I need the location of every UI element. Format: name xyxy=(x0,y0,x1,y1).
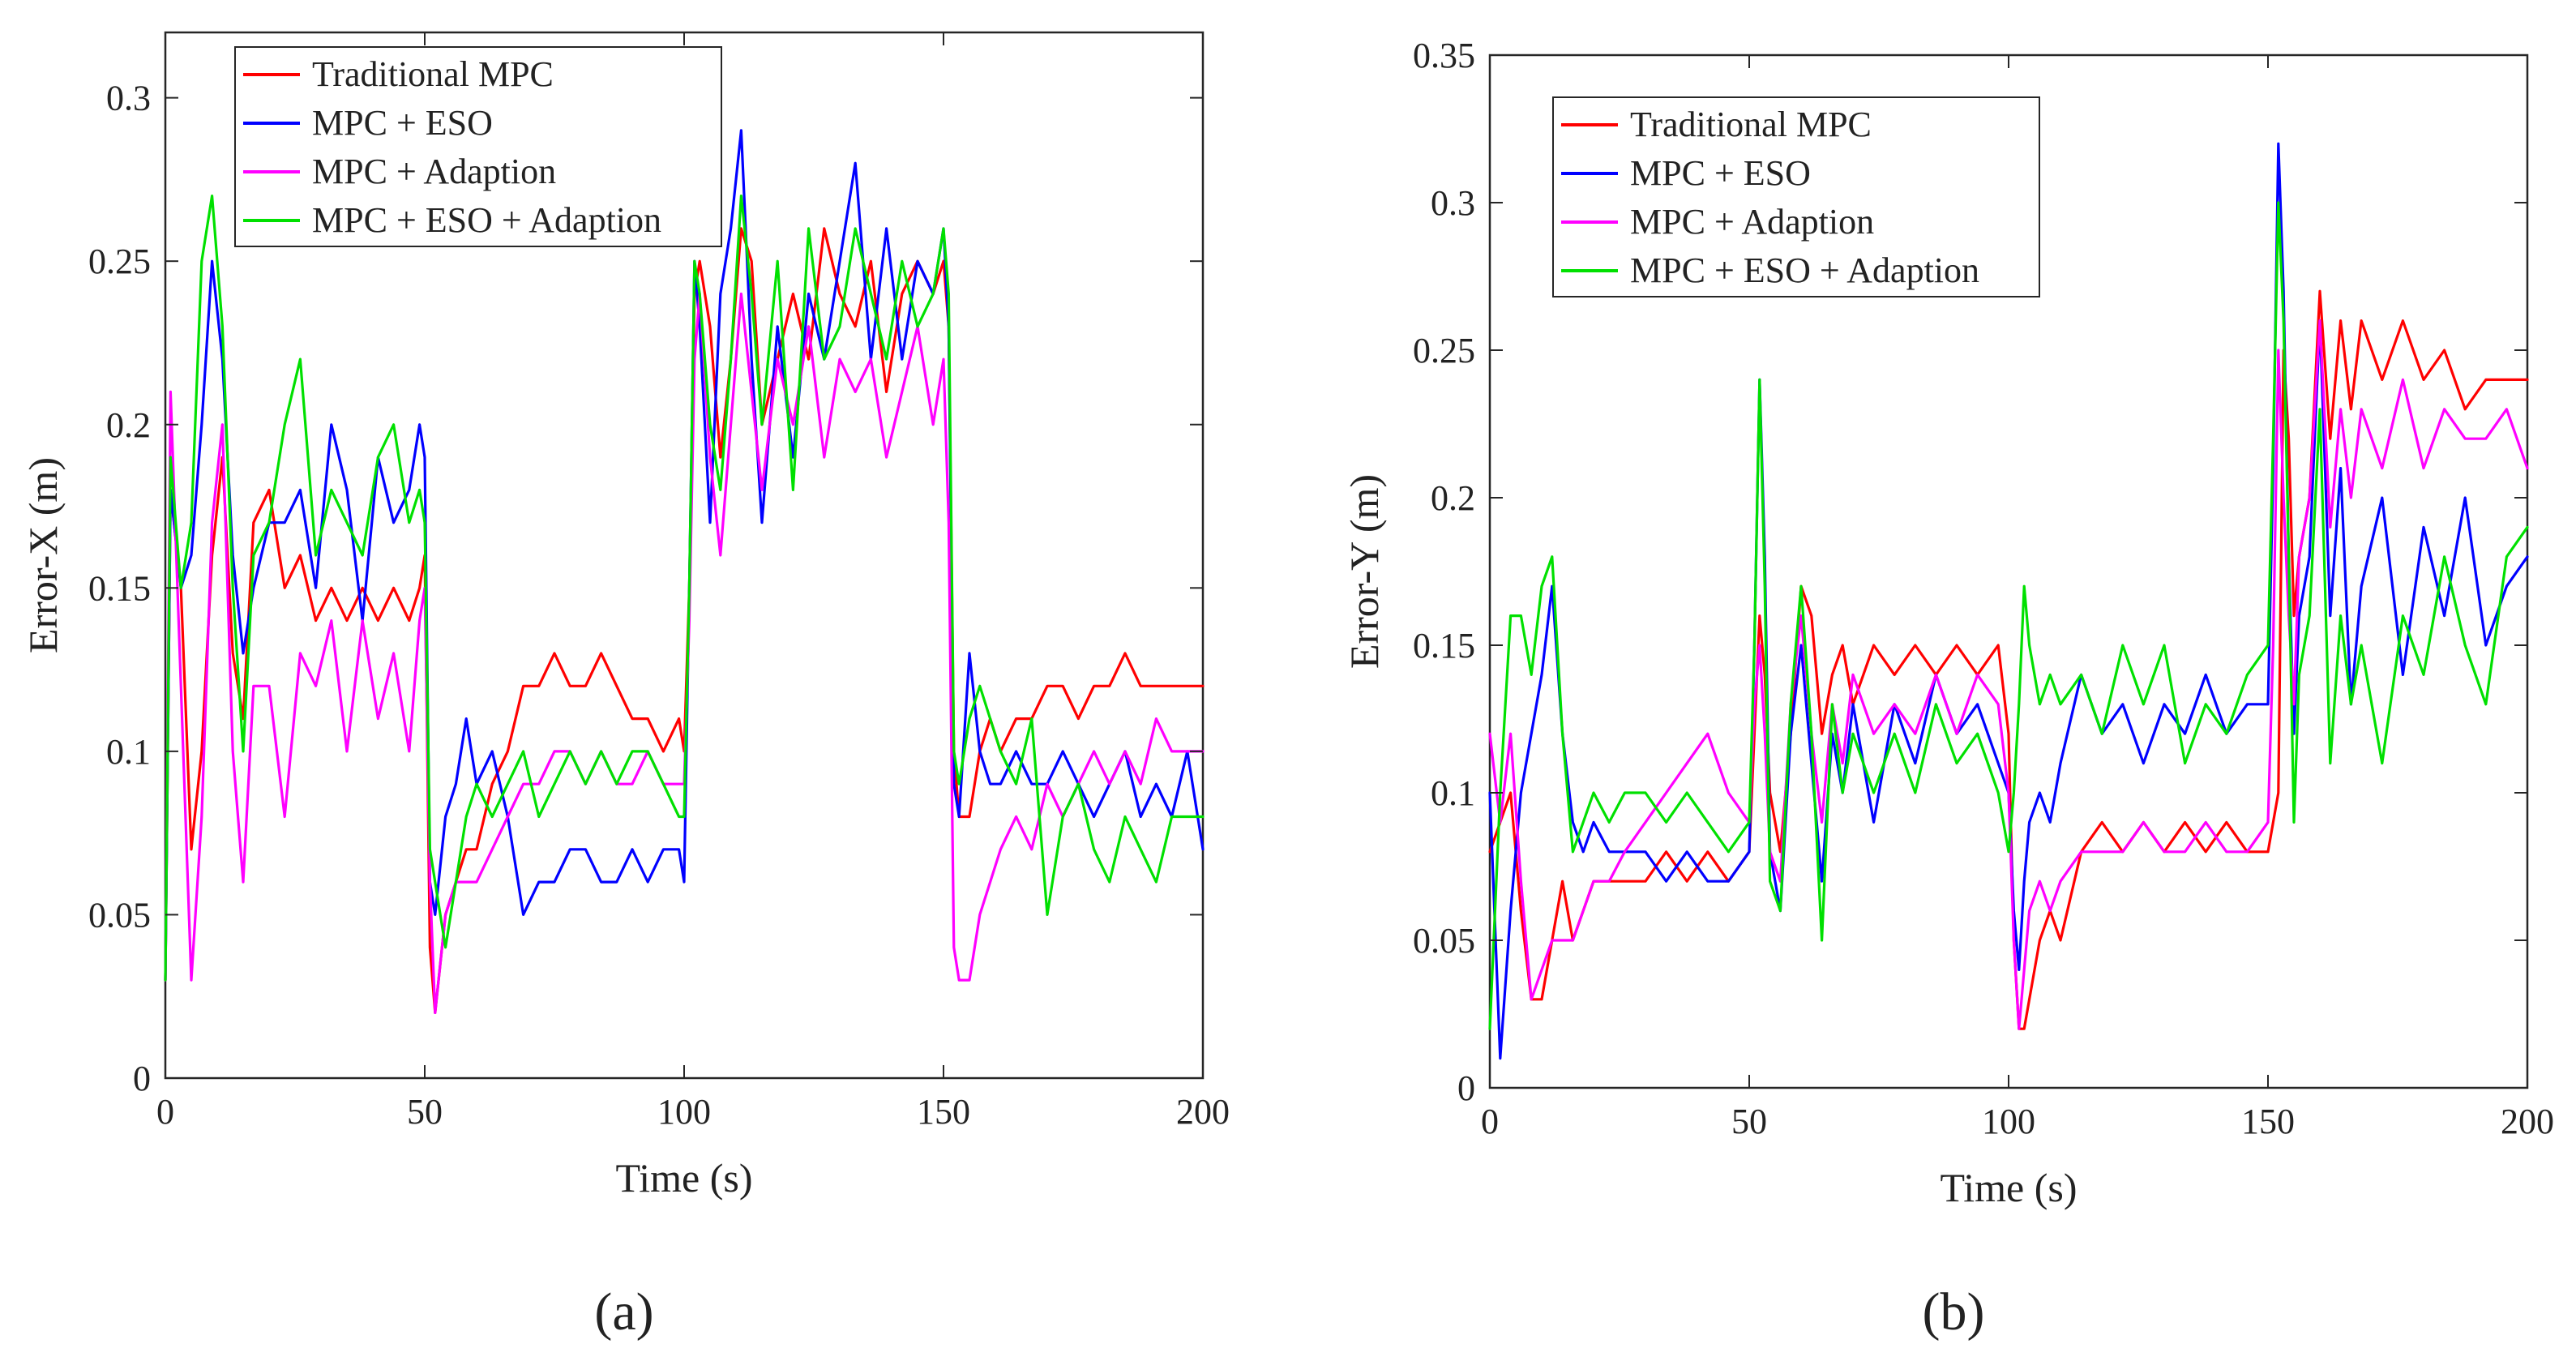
legend-label-b-adaption: MPC + Adaption xyxy=(1630,202,1874,242)
y-axis-label-b: Error-Y (m) xyxy=(1341,474,1387,669)
y-tick-label-a: 0.05 xyxy=(88,895,151,935)
y-tick-label-a: 0.2 xyxy=(106,405,151,445)
legend-label-a-eso: MPC + ESO xyxy=(312,103,493,143)
chart-panel-b: 0 50 100 150 200 0 0.05 0.1 0.15 0.2 0.25 0.3 0.35 E… xyxy=(1341,36,2554,1342)
y-tick-label-a: 0.25 xyxy=(88,242,151,281)
x-tick-label-b: 150 xyxy=(2241,1102,2295,1141)
x-tick-label-b: 200 xyxy=(2501,1102,2554,1141)
series-line-a-eso xyxy=(164,129,1205,982)
series-line-b-eso xyxy=(1488,142,2529,1060)
legend-label-a-adaption: MPC + Adaption xyxy=(312,152,556,191)
legend-b: Traditional MPC MPC + ESO MPC + Adaption… xyxy=(1552,96,2040,297)
x-tick-label-b: 0 xyxy=(1481,1102,1499,1141)
panel-label-a: (a) xyxy=(594,1282,653,1342)
series-line-b-adaption xyxy=(1488,319,2529,1030)
legend-box-b xyxy=(1552,96,2040,297)
y-tick-label-b: 0.05 xyxy=(1413,921,1475,961)
y-tick-label-a: 0.15 xyxy=(88,568,151,608)
y-axis-label-a: Error-X (m) xyxy=(20,457,66,653)
y-tick-label-b: 0.1 xyxy=(1431,773,1475,813)
series-line-b-eso-adaption xyxy=(1488,201,2529,1030)
y-tick-label-b: 0.15 xyxy=(1413,626,1475,666)
legend-label-b-eso-adaption: MPC + ESO + Adaption xyxy=(1630,250,1979,290)
y-tick-label-a: 0 xyxy=(133,1059,151,1098)
x-tick-label-a: 0 xyxy=(156,1092,174,1132)
legend-label-a-eso-adaption: MPC + ESO + Adaption xyxy=(312,200,661,240)
series-group-b xyxy=(1488,142,2529,1060)
x-tick-label-b: 50 xyxy=(1731,1102,1767,1141)
chart-panel-a: 0 50 100 150 200 0 0.05 0.1 0.15 0.2 0.25 0.3 Error… xyxy=(20,31,1230,1342)
series-group-a xyxy=(164,129,1205,1015)
x-tick-label-a: 150 xyxy=(917,1092,970,1132)
y-tick-label-b: 0.3 xyxy=(1431,183,1475,223)
y-tick-label-b: 0.2 xyxy=(1431,478,1475,518)
tick-group-b: 0 50 100 150 200 0 0.05 0.1 0.15 0.2 0.25 0.3 0.35 xyxy=(1413,36,2554,1141)
y-tick-label-b: 0 xyxy=(1457,1068,1475,1108)
y-tick-label-b: 0.35 xyxy=(1413,36,1475,75)
legend-a: Traditional MPC MPC + ESO MPC + Adaption… xyxy=(234,46,722,247)
legend-label-a-traditional: Traditional MPC xyxy=(312,54,554,94)
x-tick-label-a: 50 xyxy=(407,1092,443,1132)
legend-label-b-eso: MPC + ESO xyxy=(1630,153,1811,193)
tick-group-a: 0 50 100 150 200 0 0.05 0.1 0.15 0.2 0.25 0.3 xyxy=(88,32,1230,1132)
y-tick-label-b: 0.25 xyxy=(1413,331,1475,370)
y-tick-label-a: 0.3 xyxy=(106,79,151,118)
x-axis-label-b: Time (s) xyxy=(1940,1165,2077,1210)
legend-label-b-traditional: Traditional MPC xyxy=(1630,105,1872,144)
x-axis-label-a: Time (s) xyxy=(615,1155,752,1201)
y-tick-label-a: 0.1 xyxy=(106,732,151,772)
x-tick-label-a: 100 xyxy=(657,1092,711,1132)
x-tick-label-b: 100 xyxy=(1982,1102,2035,1141)
legend-box-a xyxy=(234,46,722,247)
x-tick-label-a: 200 xyxy=(1176,1092,1230,1132)
panel-label-b: (b) xyxy=(1923,1282,1985,1342)
series-line-a-eso-adaption xyxy=(164,195,1205,982)
